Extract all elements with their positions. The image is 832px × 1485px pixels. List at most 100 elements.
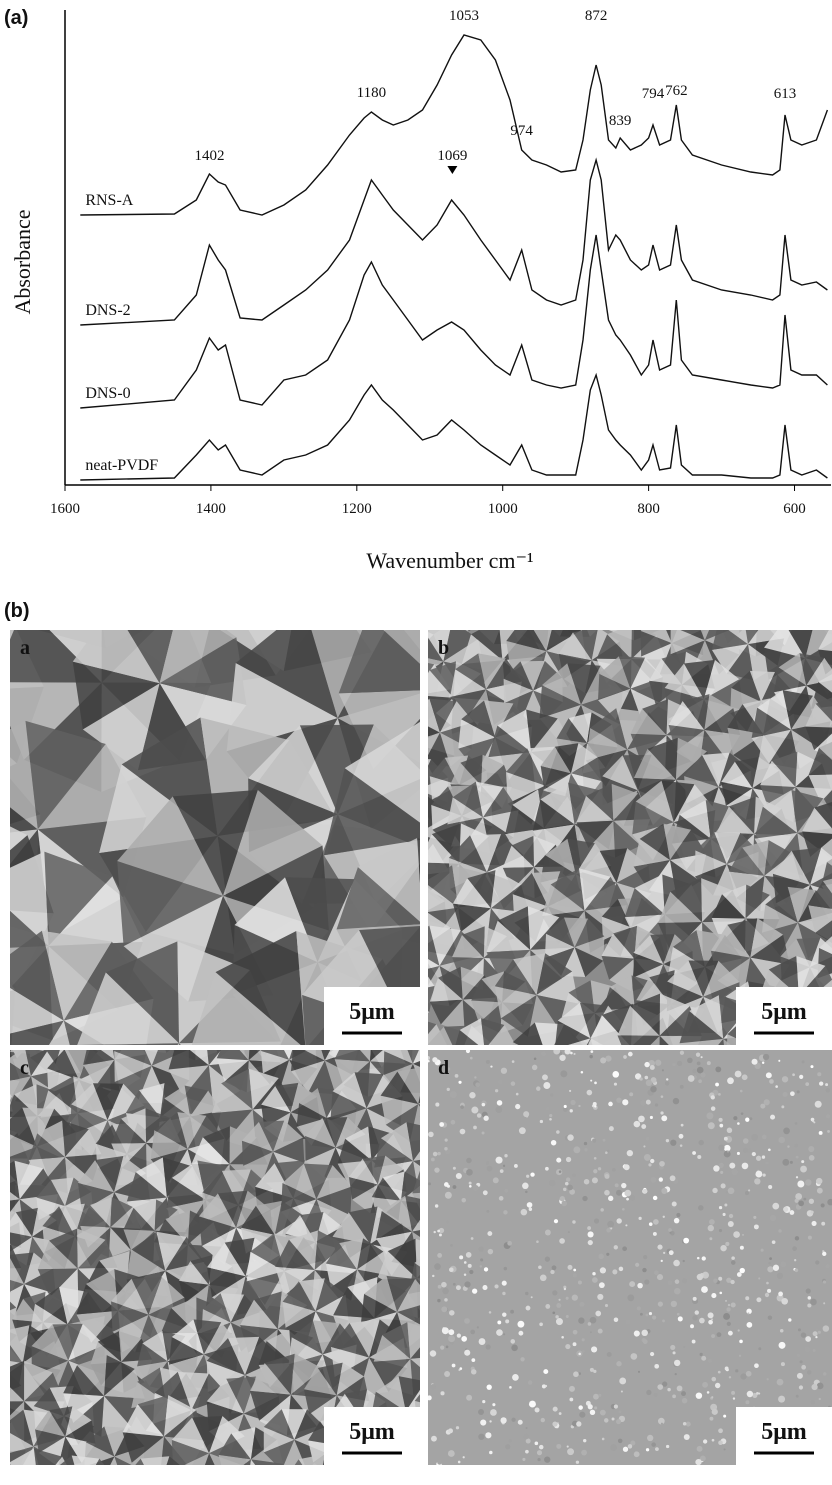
- speckle: [569, 1386, 575, 1392]
- speckle: [713, 1165, 719, 1171]
- speckle: [806, 1288, 811, 1293]
- speckle: [626, 1320, 631, 1325]
- speckle: [650, 1159, 654, 1163]
- crystal-wedge: [158, 1475, 194, 1485]
- speckle: [619, 1378, 626, 1385]
- image-label: c: [20, 1057, 29, 1079]
- speckle: [539, 1322, 543, 1326]
- crystal-wedge: [757, 576, 787, 616]
- speckle: [431, 1436, 437, 1442]
- speckle: [471, 1107, 478, 1114]
- speckle: [809, 1155, 815, 1161]
- speckle: [754, 1224, 759, 1229]
- crystal-wedge: [670, 589, 706, 617]
- speckle: [752, 1152, 756, 1156]
- speckle: [676, 1213, 680, 1217]
- crystal-wedge: [810, 597, 832, 620]
- speckle: [719, 1118, 723, 1122]
- speckle: [428, 1182, 431, 1185]
- speckle: [616, 1218, 621, 1223]
- crystal-wedge: [657, 599, 681, 631]
- speckle: [484, 1267, 488, 1271]
- crystal-wedge: [539, 585, 575, 615]
- speckle: [723, 1313, 730, 1320]
- speckle: [573, 1371, 579, 1377]
- speckle: [605, 1055, 611, 1061]
- speckle: [639, 1217, 642, 1220]
- crystal-wedge: [525, 571, 553, 609]
- speckle: [667, 1388, 670, 1391]
- speckle: [672, 1063, 675, 1066]
- speckle: [682, 1278, 687, 1283]
- speckle: [702, 1256, 706, 1260]
- speckle: [777, 1273, 783, 1279]
- crystal-wedge: [250, 1468, 275, 1485]
- spectrum: [80, 35, 827, 215]
- speckle: [777, 1379, 784, 1386]
- peak-label: 1053: [449, 8, 479, 24]
- speckle: [727, 1322, 731, 1326]
- speckle: [511, 1081, 516, 1086]
- crystal-wedge: [706, 559, 737, 595]
- speckle: [637, 1306, 641, 1310]
- speckle: [733, 1116, 737, 1120]
- speckle: [719, 1229, 722, 1232]
- speckle: [442, 1327, 449, 1334]
- speckle: [600, 1410, 606, 1416]
- speckle: [778, 1137, 785, 1144]
- speckle: [747, 1312, 749, 1314]
- speckle: [594, 1218, 599, 1223]
- spectrum: [80, 160, 827, 325]
- speckle: [469, 1092, 475, 1098]
- speckle: [731, 1256, 735, 1260]
- peak-label: 872: [585, 8, 608, 24]
- speckle: [442, 1288, 448, 1294]
- speckle: [466, 1169, 473, 1176]
- speckle: [460, 1105, 464, 1109]
- speckle: [486, 1210, 489, 1213]
- speckle: [466, 1252, 472, 1258]
- speckle: [818, 1331, 821, 1334]
- speckle: [597, 1294, 603, 1300]
- speckle: [767, 1266, 773, 1272]
- speckle: [662, 1069, 664, 1071]
- speckle: [709, 1417, 713, 1421]
- speckle: [740, 1090, 743, 1093]
- speckle: [754, 1363, 759, 1368]
- speckle: [598, 1394, 601, 1397]
- speckle: [783, 1207, 788, 1212]
- speckle: [799, 1385, 803, 1389]
- speckle: [438, 1285, 442, 1289]
- speckle: [729, 1163, 735, 1169]
- speckle: [651, 1177, 657, 1183]
- speckle: [634, 1330, 640, 1336]
- speckle: [628, 1052, 633, 1057]
- speckle: [825, 1083, 828, 1086]
- speckle: [573, 1146, 580, 1153]
- speckle: [495, 1089, 498, 1092]
- speckle: [573, 1053, 575, 1055]
- speckle: [767, 1378, 769, 1380]
- speckle: [762, 1062, 764, 1064]
- speckle: [430, 1350, 437, 1357]
- speckle: [756, 1156, 761, 1161]
- speckle: [668, 1280, 673, 1285]
- speckle: [804, 1347, 810, 1353]
- scale-bar-label: 5μm: [349, 1419, 395, 1445]
- speckle: [469, 1185, 472, 1188]
- speckle: [622, 1246, 627, 1251]
- speckle: [590, 1331, 592, 1333]
- speckle: [640, 1100, 646, 1106]
- crystal-wedge: [0, 1337, 1, 1376]
- speckle: [551, 1140, 556, 1145]
- speckle: [582, 1350, 585, 1353]
- speckle: [724, 1137, 728, 1141]
- speckle: [584, 1142, 587, 1145]
- speckle: [708, 1312, 714, 1318]
- speckle: [713, 1278, 717, 1282]
- speckle: [582, 1338, 585, 1341]
- crystal-wedge: [591, 597, 634, 627]
- speckle: [567, 1134, 573, 1140]
- speckle: [568, 1231, 570, 1233]
- speckle: [749, 1117, 752, 1120]
